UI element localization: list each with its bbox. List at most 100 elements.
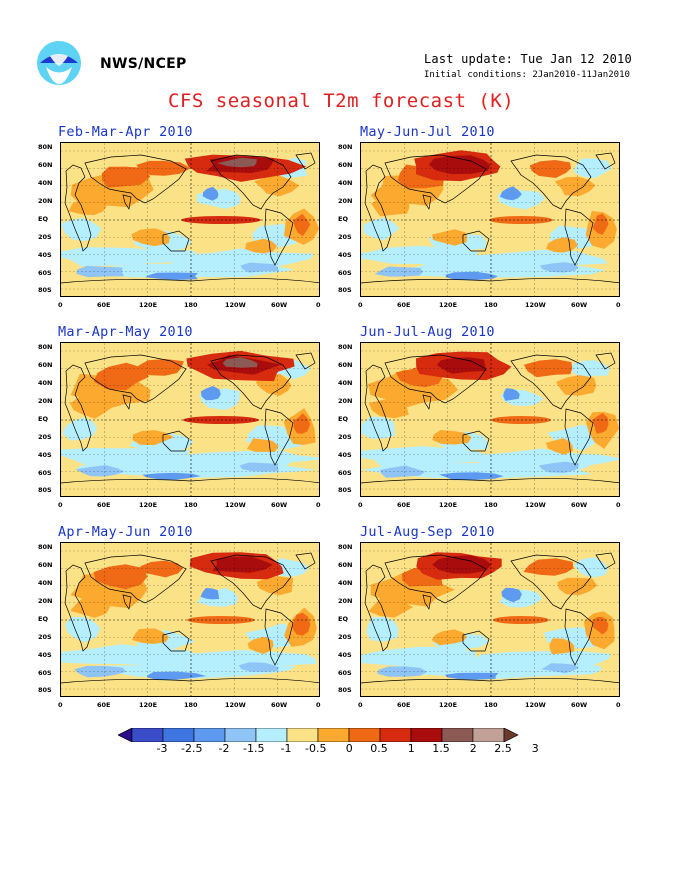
- latitude-tick-label: 20N: [38, 597, 53, 605]
- latitude-tick-label: 40N: [38, 379, 53, 387]
- latitude-tick-label: 80S: [338, 286, 352, 294]
- latitude-tick-label: 80S: [338, 686, 352, 694]
- latitude-tick-label: 80N: [338, 143, 353, 151]
- panel-title: Apr-May-Jun 2010: [58, 524, 193, 540]
- forecast-map: [360, 542, 620, 697]
- forecast-map: [60, 542, 320, 697]
- colorbar-segment: [224, 728, 257, 742]
- panel-title: Feb-Mar-Apr 2010: [58, 124, 193, 140]
- longitude-tick-label: 120E: [139, 501, 158, 509]
- colorbar-tick-label: -3: [156, 742, 168, 755]
- temperature-anomaly-map: [61, 143, 319, 296]
- longitude-tick-label: 120W: [525, 301, 546, 309]
- forecast-map: [360, 342, 620, 497]
- longitude-tick-label: 0: [358, 701, 363, 709]
- longitude-tick-label: 0: [58, 501, 63, 509]
- latitude-tick-label: 20S: [338, 633, 352, 641]
- longitude-tick-label: 0: [316, 301, 321, 309]
- longitude-tick-label: 120E: [139, 301, 158, 309]
- colorbar-segment: [410, 728, 443, 742]
- latitude-tick-label: 80N: [338, 343, 353, 351]
- colorbar-segment: [286, 728, 319, 742]
- latitude-tick-label: 20S: [338, 433, 352, 441]
- colorbar-segment: [162, 728, 195, 742]
- colorbar-tick-label: 2.5: [494, 742, 512, 755]
- latitude-tick-label: 20S: [338, 233, 352, 241]
- latitude-tick-label: EQ: [338, 415, 348, 423]
- colorbar-tick-label: -1: [280, 742, 292, 755]
- temperature-anomaly-map: [361, 143, 619, 296]
- longitude-tick-label: 0: [316, 701, 321, 709]
- latitude-tick-label: 20N: [338, 597, 353, 605]
- colorbar-tick-label: 2: [469, 742, 477, 755]
- agency-label: NWS/NCEP: [100, 56, 187, 72]
- latitude-tick-label: 60N: [338, 561, 353, 569]
- latitude-tick-label: 20N: [338, 397, 353, 405]
- latitude-tick-label: 20N: [38, 197, 53, 205]
- longitude-tick-label: 120E: [439, 701, 458, 709]
- longitude-tick-label: 180: [184, 301, 198, 309]
- colorbar-segment: [441, 728, 474, 742]
- latitude-tick-label: 60N: [338, 361, 353, 369]
- latitude-tick-label: 60N: [338, 161, 353, 169]
- latitude-tick-label: 40N: [38, 179, 53, 187]
- longitude-tick-label: 60E: [97, 501, 111, 509]
- longitude-tick-label: 120E: [139, 701, 158, 709]
- latitude-tick-label: EQ: [338, 215, 348, 223]
- longitude-tick-label: 0: [358, 501, 363, 509]
- noaa-logo: [36, 40, 82, 86]
- longitude-tick-label: 60W: [271, 501, 288, 509]
- latitude-tick-label: 60N: [38, 561, 53, 569]
- latitude-tick-label: 60S: [338, 269, 352, 277]
- latitude-tick-label: 40S: [38, 651, 52, 659]
- temperature-anomaly-map: [361, 343, 619, 496]
- colorbar-tick-label: 0: [345, 742, 353, 755]
- latitude-tick-label: 20N: [338, 197, 353, 205]
- page-title: CFS seasonal T2m forecast (K): [168, 90, 515, 112]
- longitude-tick-label: 180: [484, 301, 498, 309]
- colorbar: [118, 728, 519, 742]
- longitude-tick-label: 120W: [225, 501, 246, 509]
- panel-title: Jun-Jul-Aug 2010: [360, 324, 495, 340]
- forecast-map: [360, 142, 620, 297]
- colorbar-tick-label: 1: [407, 742, 415, 755]
- latitude-tick-label: 60N: [38, 161, 53, 169]
- latitude-tick-label: 20S: [38, 233, 52, 241]
- longitude-tick-label: 0: [58, 701, 63, 709]
- latitude-tick-label: 40S: [338, 251, 352, 259]
- longitude-tick-label: 0: [58, 301, 63, 309]
- latitude-tick-label: EQ: [38, 215, 48, 223]
- longitude-tick-label: 180: [484, 501, 498, 509]
- longitude-tick-label: 120W: [525, 701, 546, 709]
- colorbar-segment: [472, 728, 505, 742]
- longitude-tick-label: 60E: [397, 301, 411, 309]
- colorbar-segment: [131, 728, 164, 742]
- longitude-tick-label: 120W: [225, 701, 246, 709]
- longitude-tick-label: 120E: [439, 501, 458, 509]
- longitude-tick-label: 60E: [97, 301, 111, 309]
- latitude-tick-label: 20N: [38, 397, 53, 405]
- latitude-tick-label: 80N: [38, 543, 53, 551]
- longitude-tick-label: 60E: [397, 501, 411, 509]
- latitude-tick-label: 80S: [38, 486, 52, 494]
- colorbar-segment: [193, 728, 226, 742]
- latitude-tick-label: 20S: [38, 633, 52, 641]
- latitude-tick-label: 40S: [38, 451, 52, 459]
- longitude-tick-label: 0: [616, 301, 621, 309]
- latitude-tick-label: 60S: [338, 469, 352, 477]
- colorbar-tick-label: -2.5: [181, 742, 203, 755]
- latitude-tick-label: 80S: [38, 686, 52, 694]
- panel-title: May-Jun-Jul 2010: [360, 124, 495, 140]
- colorbar-tick-label: -0.5: [305, 742, 327, 755]
- panel-title: Jul-Aug-Sep 2010: [360, 524, 495, 540]
- initial-conditions-text: Initial conditions: 2Jan2010-11Jan2010: [424, 70, 630, 80]
- longitude-tick-label: 60W: [571, 301, 588, 309]
- latitude-tick-label: 40S: [338, 451, 352, 459]
- longitude-tick-label: 120W: [225, 301, 246, 309]
- longitude-tick-label: 60E: [97, 701, 111, 709]
- colorbar-tick-label: 3: [531, 742, 539, 755]
- latitude-tick-label: EQ: [38, 415, 48, 423]
- longitude-tick-label: 180: [184, 501, 198, 509]
- latitude-tick-label: 60N: [38, 361, 53, 369]
- longitude-tick-label: 0: [616, 501, 621, 509]
